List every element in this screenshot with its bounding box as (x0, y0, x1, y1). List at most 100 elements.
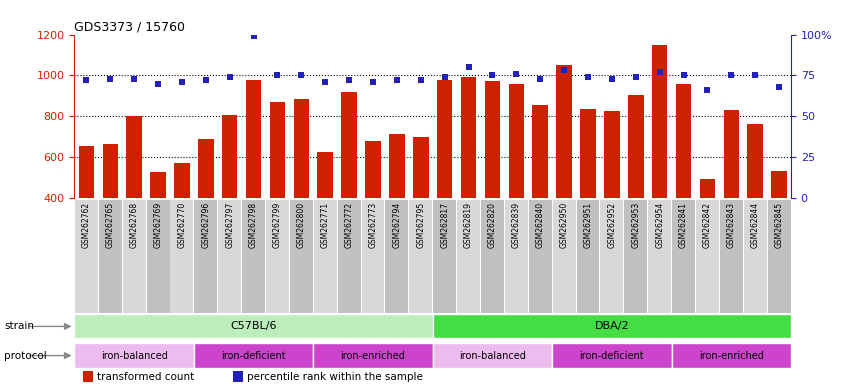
Text: GSM262798: GSM262798 (249, 202, 258, 248)
Bar (79, 146, 94, 279)
Point (294, 72, 308, 78)
Bar (198, 139, 213, 279)
Bar (365, 141, 381, 279)
Text: GSM262817: GSM262817 (440, 202, 449, 248)
Text: GSM262795: GSM262795 (416, 202, 426, 248)
Bar (294, 99, 309, 279)
Point (128, 76, 141, 82)
Point (199, 77, 212, 83)
Text: DBA/2: DBA/2 (595, 321, 629, 331)
Text: GSM262770: GSM262770 (178, 202, 186, 248)
Bar (74, 314, 432, 339)
Point (629, 74, 642, 80)
Text: percentile rank within the sample: percentile rank within the sample (247, 372, 423, 382)
Text: GSM262762: GSM262762 (82, 202, 91, 248)
Text: GSM262794: GSM262794 (393, 202, 401, 248)
Bar (317, 152, 333, 279)
Bar (700, 179, 715, 279)
Point (223, 74, 237, 80)
Bar (747, 124, 763, 279)
Point (581, 74, 595, 80)
Text: GSM262950: GSM262950 (559, 202, 569, 248)
Text: GSM262844: GSM262844 (750, 202, 760, 248)
Text: GSM262952: GSM262952 (607, 202, 617, 248)
Bar (342, 92, 357, 279)
Text: iron-deficient: iron-deficient (580, 351, 644, 361)
Bar (672, 343, 791, 368)
Text: GSM262772: GSM262772 (344, 202, 354, 248)
Bar (652, 45, 667, 279)
Text: GSM262799: GSM262799 (273, 202, 282, 248)
Bar (604, 111, 619, 279)
Bar (432, 343, 552, 368)
Point (677, 72, 690, 78)
Point (605, 76, 618, 82)
Point (247, 33, 261, 39)
Text: protocol: protocol (4, 351, 47, 361)
Bar (676, 84, 691, 279)
Bar (432, 314, 791, 339)
Text: GSM262819: GSM262819 (464, 202, 473, 248)
Bar (194, 343, 313, 368)
Text: GSM262843: GSM262843 (727, 202, 736, 248)
Bar (413, 137, 429, 279)
Bar (532, 105, 548, 279)
Bar (485, 81, 500, 279)
Text: GSM262951: GSM262951 (584, 202, 592, 248)
Text: GDS3373 / 15760: GDS3373 / 15760 (74, 20, 185, 33)
Bar (461, 78, 476, 279)
Bar (174, 163, 190, 279)
Point (772, 84, 786, 90)
Text: GSM262765: GSM262765 (106, 202, 115, 248)
Text: GSM262954: GSM262954 (655, 202, 664, 248)
Point (414, 77, 427, 83)
Text: GSM262800: GSM262800 (297, 202, 306, 248)
Point (653, 69, 667, 75)
Bar (126, 116, 142, 279)
Text: GSM262842: GSM262842 (703, 202, 712, 248)
Bar (102, 144, 118, 279)
Point (749, 72, 762, 78)
Bar (270, 102, 285, 279)
Point (80, 77, 93, 83)
Bar (552, 343, 672, 368)
Bar (628, 95, 644, 279)
Point (509, 71, 523, 77)
Point (343, 77, 356, 83)
Point (151, 81, 165, 87)
Point (462, 64, 475, 70)
Text: GSM262771: GSM262771 (321, 202, 330, 248)
Text: iron-enriched: iron-enriched (341, 351, 405, 361)
Text: GSM262797: GSM262797 (225, 202, 234, 248)
Text: strain: strain (4, 321, 34, 331)
Bar (313, 343, 432, 368)
Point (390, 77, 404, 83)
Text: iron-enriched: iron-enriched (699, 351, 764, 361)
Text: GSM262773: GSM262773 (369, 202, 377, 248)
Text: transformed count: transformed count (97, 372, 195, 382)
Text: iron-balanced: iron-balanced (101, 351, 168, 361)
Bar (772, 171, 787, 279)
Bar (723, 110, 739, 279)
Text: GSM262768: GSM262768 (129, 202, 139, 248)
Text: GSM262953: GSM262953 (631, 202, 640, 248)
Bar (151, 172, 166, 279)
Point (486, 72, 499, 78)
Point (724, 72, 738, 78)
Point (271, 72, 284, 78)
Point (558, 68, 571, 74)
Bar (580, 109, 596, 279)
Bar (74, 343, 194, 368)
Text: GSM262845: GSM262845 (775, 202, 783, 248)
Bar (437, 81, 453, 279)
Point (534, 76, 547, 82)
Text: GSM262840: GSM262840 (536, 202, 545, 248)
Text: iron-deficient: iron-deficient (222, 351, 286, 361)
Bar (246, 81, 261, 279)
Text: GSM262841: GSM262841 (679, 202, 688, 248)
Bar (222, 115, 238, 279)
Bar (557, 65, 572, 279)
Text: GSM262769: GSM262769 (153, 202, 162, 248)
Text: iron-balanced: iron-balanced (459, 351, 526, 361)
Text: GSM262796: GSM262796 (201, 202, 211, 248)
